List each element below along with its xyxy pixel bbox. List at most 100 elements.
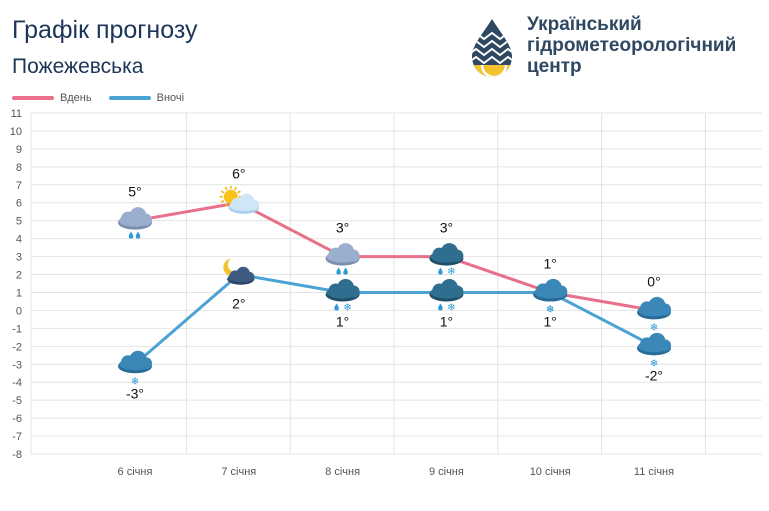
sun-ray (220, 190, 225, 194)
ukrhydromet-logo-icon (472, 19, 512, 77)
raindrop (336, 267, 341, 275)
night-data-label: 1° (440, 313, 453, 329)
cloud-snow-icon: ❄ (118, 350, 152, 387)
snowflake: ❄ (650, 322, 658, 333)
sun-ray (224, 203, 228, 207)
y-tick-label: -8 (12, 449, 22, 461)
y-tick-label: 3 (16, 252, 22, 264)
day-data-label: 3° (440, 220, 453, 236)
cloud-body (534, 286, 567, 299)
night-data-label: -3° (126, 385, 144, 401)
sun-ray (237, 190, 241, 194)
legend-swatch-day (12, 96, 54, 100)
raindrop (334, 303, 339, 311)
y-tick-label: 0 (16, 305, 22, 317)
y-tick-label: 6 (16, 198, 22, 210)
y-tick-label: -3 (12, 359, 22, 371)
org-name-line1: Український (527, 14, 642, 35)
raindrop (128, 231, 134, 239)
snowflake: ❄ (546, 304, 554, 315)
snowflake: ❄ (131, 376, 139, 387)
y-tick-label: 2 (16, 270, 22, 282)
cloud-shape (118, 207, 152, 230)
legend-label-night: Вночі (156, 92, 185, 104)
y-tick-label: -4 (12, 377, 22, 389)
x-tick-label: 9 січня (429, 466, 464, 478)
y-tick-label: 4 (16, 234, 22, 246)
legend-label-day: Вдень (60, 92, 92, 104)
cloud-snow-icon: ❄ (533, 278, 568, 315)
cloud-body (119, 358, 151, 371)
cloud-snow-icon: ❄ (637, 296, 671, 333)
y-tick-label: 5 (16, 216, 22, 228)
cloud-rain-icon (118, 207, 152, 239)
day-series-line[interactable] (134, 201, 655, 312)
day-data-label: 3° (336, 220, 349, 236)
y-tick-label: 7 (16, 180, 22, 192)
day-data-label: 6° (232, 166, 245, 182)
cloud-shape (228, 193, 260, 214)
cloud-body (229, 200, 259, 212)
cloud-body (638, 340, 670, 353)
cloud-rain-snow-icon: ❄ (325, 278, 360, 313)
legend-item-night[interactable]: Вночі (108, 92, 185, 104)
org-name-line2: гідрометеорологічний (527, 35, 737, 56)
cloud-shape (637, 332, 671, 356)
night-data-label: 1° (336, 313, 349, 329)
legend-swatch-night (108, 96, 151, 100)
cloud-rain-icon (325, 243, 360, 275)
cloud-shape (429, 278, 464, 302)
cloud-body (326, 250, 359, 263)
x-tick-label: 7 січня (221, 466, 256, 478)
sun-ray (220, 200, 225, 203)
cloud-shape (533, 278, 568, 302)
cloud-shape (637, 296, 671, 320)
night-series-line[interactable] (134, 273, 655, 366)
moon-cloud-icon (223, 258, 255, 285)
chart-legend: Вдень Вночі (12, 91, 198, 104)
x-tick-label: 10 січня (530, 466, 571, 478)
snowflake: ❄ (447, 267, 455, 278)
legend-item-day[interactable]: Вдень (12, 92, 92, 104)
sun-ray (224, 186, 228, 191)
location-name: Пожежевська (12, 55, 144, 78)
grid (30, 112, 762, 455)
cloud-rain-snow-icon: ❄ (429, 278, 464, 313)
cloud-shape (429, 243, 464, 266)
y-tick-label: -6 (12, 413, 22, 425)
night-data-label: -2° (645, 367, 663, 383)
cloud-snow-icon: ❄ (637, 332, 671, 369)
y-tick-label: -1 (12, 323, 22, 335)
snowflake: ❄ (546, 304, 554, 315)
raindrop (438, 303, 443, 311)
cloud-body (228, 272, 254, 283)
y-tick-label: 10 (10, 126, 22, 138)
cloud-rain-snow-icon: ❄ (429, 243, 464, 278)
org-name-line3: центр (527, 56, 582, 77)
cloud-shape (325, 278, 360, 302)
sun-cloud-icon (219, 185, 260, 214)
snowflake: ❄ (343, 302, 351, 313)
sun-ray (234, 186, 237, 191)
x-tick-label: 8 січня (325, 466, 360, 478)
night-data-label: 2° (232, 296, 245, 312)
y-tick-label: 11 (11, 108, 22, 120)
cloud-shape (118, 350, 152, 374)
cloud-body (638, 304, 670, 317)
y-tick-label: 1 (16, 287, 22, 299)
x-tick-label: 11 січня (634, 466, 674, 478)
night-data-label: 1° (544, 313, 557, 329)
x-tick-label: 6 січня (118, 466, 153, 478)
day-data-label: 1° (544, 255, 557, 271)
y-tick-label: 9 (16, 144, 22, 156)
y-tick-label: -2 (12, 341, 22, 353)
y-tick-label: -5 (12, 395, 22, 407)
snowflake: ❄ (650, 358, 658, 369)
cloud-body (326, 286, 359, 299)
cloud-body (430, 250, 463, 263)
chart-title: Графік прогнозу (12, 16, 198, 44)
raindrop (135, 231, 141, 239)
raindrop (438, 267, 443, 275)
cloud-body (430, 286, 463, 299)
